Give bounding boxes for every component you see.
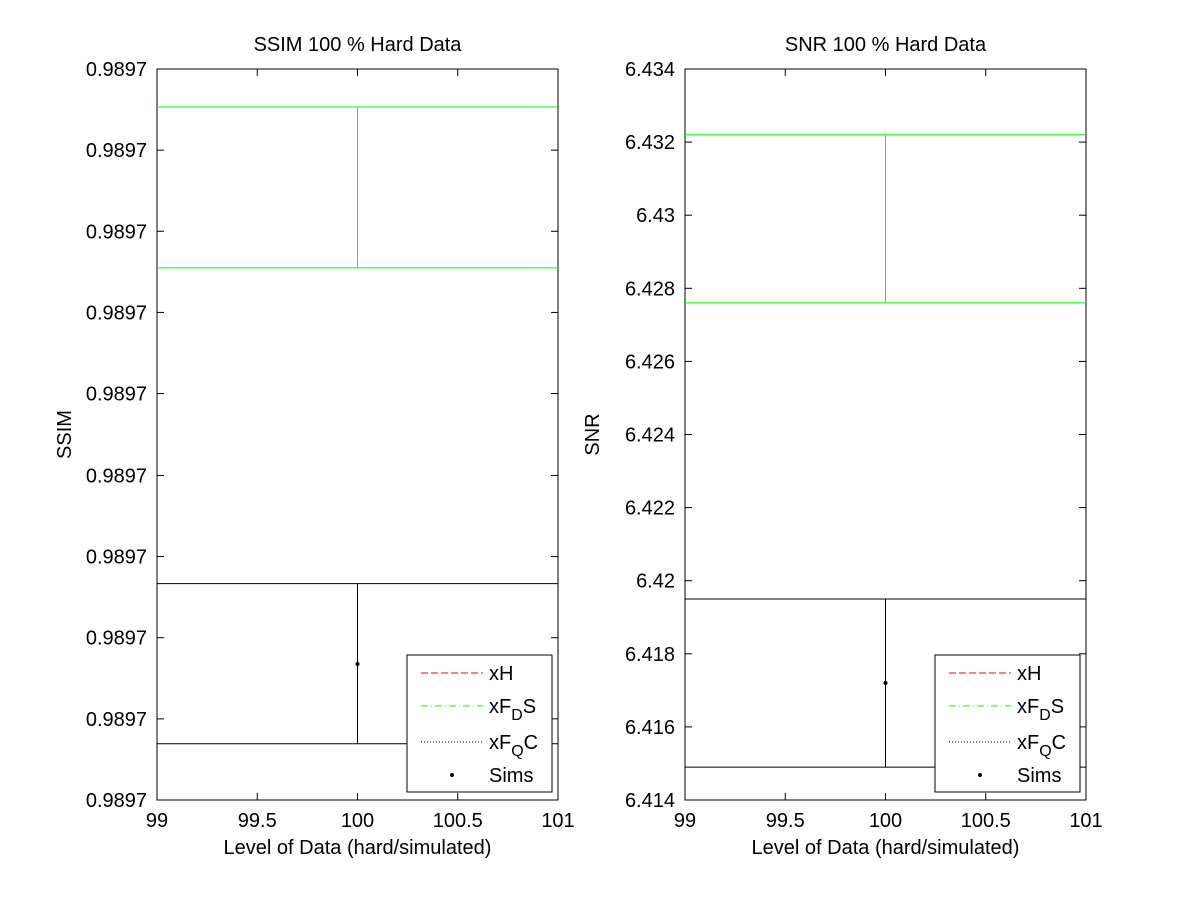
ssim-panel: 99 99.5 100 100.5 101 0.9897 0.9897 0.9897 0.989… (54, 34, 575, 859)
x-axis-label: Level of Data (hard/simulated) (752, 837, 1020, 859)
x-tick-label: 100.5 (961, 810, 1011, 832)
x-tick-label: 99.5 (766, 810, 805, 832)
y-tick-label: 6.414 (625, 790, 675, 812)
y-tick-label: 0.9897 (86, 465, 147, 487)
y-tick-label: 6.434 (625, 59, 675, 81)
y-tick-label: 0.9897 (86, 547, 147, 569)
sims-point (355, 662, 360, 667)
legend-box (934, 654, 1081, 793)
sims-point (883, 681, 888, 686)
legend-label: xFQC (1017, 732, 1066, 760)
y-tick-label: 6.426 (625, 351, 675, 373)
x-tick-label: 100.5 (433, 810, 483, 832)
x-tick-label: 100 (869, 810, 902, 832)
y-tick-label: 6.418 (625, 644, 675, 666)
y-tick-label: 0.9897 (86, 790, 147, 812)
y-tick-label: 6.416 (625, 717, 675, 739)
x-tick-label: 101 (1069, 810, 1102, 832)
y-tick-label: 0.9897 (86, 384, 147, 406)
x-tick-label: 99 (674, 810, 696, 832)
y-tick-label: 0.9897 (86, 140, 147, 162)
legend-marker (450, 773, 454, 777)
y-tick-label: 0.9897 (86, 628, 147, 650)
y-axis-label: SNR (582, 413, 604, 455)
legend-label: xH (1017, 663, 1041, 685)
x-axis-label: Level of Data (hard/simulated) (224, 837, 492, 859)
y-tick-label: 6.432 (625, 132, 675, 154)
legend-label: xFQC (489, 732, 538, 760)
y-tick-label: 0.9897 (86, 221, 147, 243)
y-tick-label: 6.428 (625, 278, 675, 300)
legend-label: xH (489, 663, 513, 685)
chart-title: SNR 100 % Hard Data (785, 34, 987, 56)
legend: xH xFDS xFQC Sims (406, 654, 553, 793)
y-tick-label: 0.9897 (86, 59, 147, 81)
x-tick-label: 100 (341, 810, 374, 832)
legend-label: xFDS (1017, 696, 1064, 724)
legend-label: Sims (489, 765, 533, 787)
x-tick-label: 101 (541, 810, 574, 832)
y-tick-label: 6.422 (625, 498, 675, 520)
y-tick-label: 0.9897 (86, 302, 147, 324)
legend-box (406, 654, 553, 793)
y-tick-label: 6.42 (636, 571, 675, 593)
y-tick-label: 6.424 (625, 425, 675, 447)
y-axis-label: SSIM (54, 410, 76, 459)
legend-label: Sims (1017, 765, 1061, 787)
y-tick-label: 6.43 (636, 205, 675, 227)
chart-title: SSIM 100 % Hard Data (254, 34, 463, 56)
x-tick-label: 99 (146, 810, 168, 832)
x-tick-label: 99.5 (238, 810, 277, 832)
y-tick-label: 0.9897 (86, 709, 147, 731)
snr-panel: 99 99.5 100 100.5 101 6.414 6.416 6.418 6.42 6.42… (582, 34, 1103, 859)
legend-label: xFDS (489, 696, 536, 724)
legend-marker (978, 773, 982, 777)
legend: xH xFDS xFQC Sims (934, 654, 1081, 793)
